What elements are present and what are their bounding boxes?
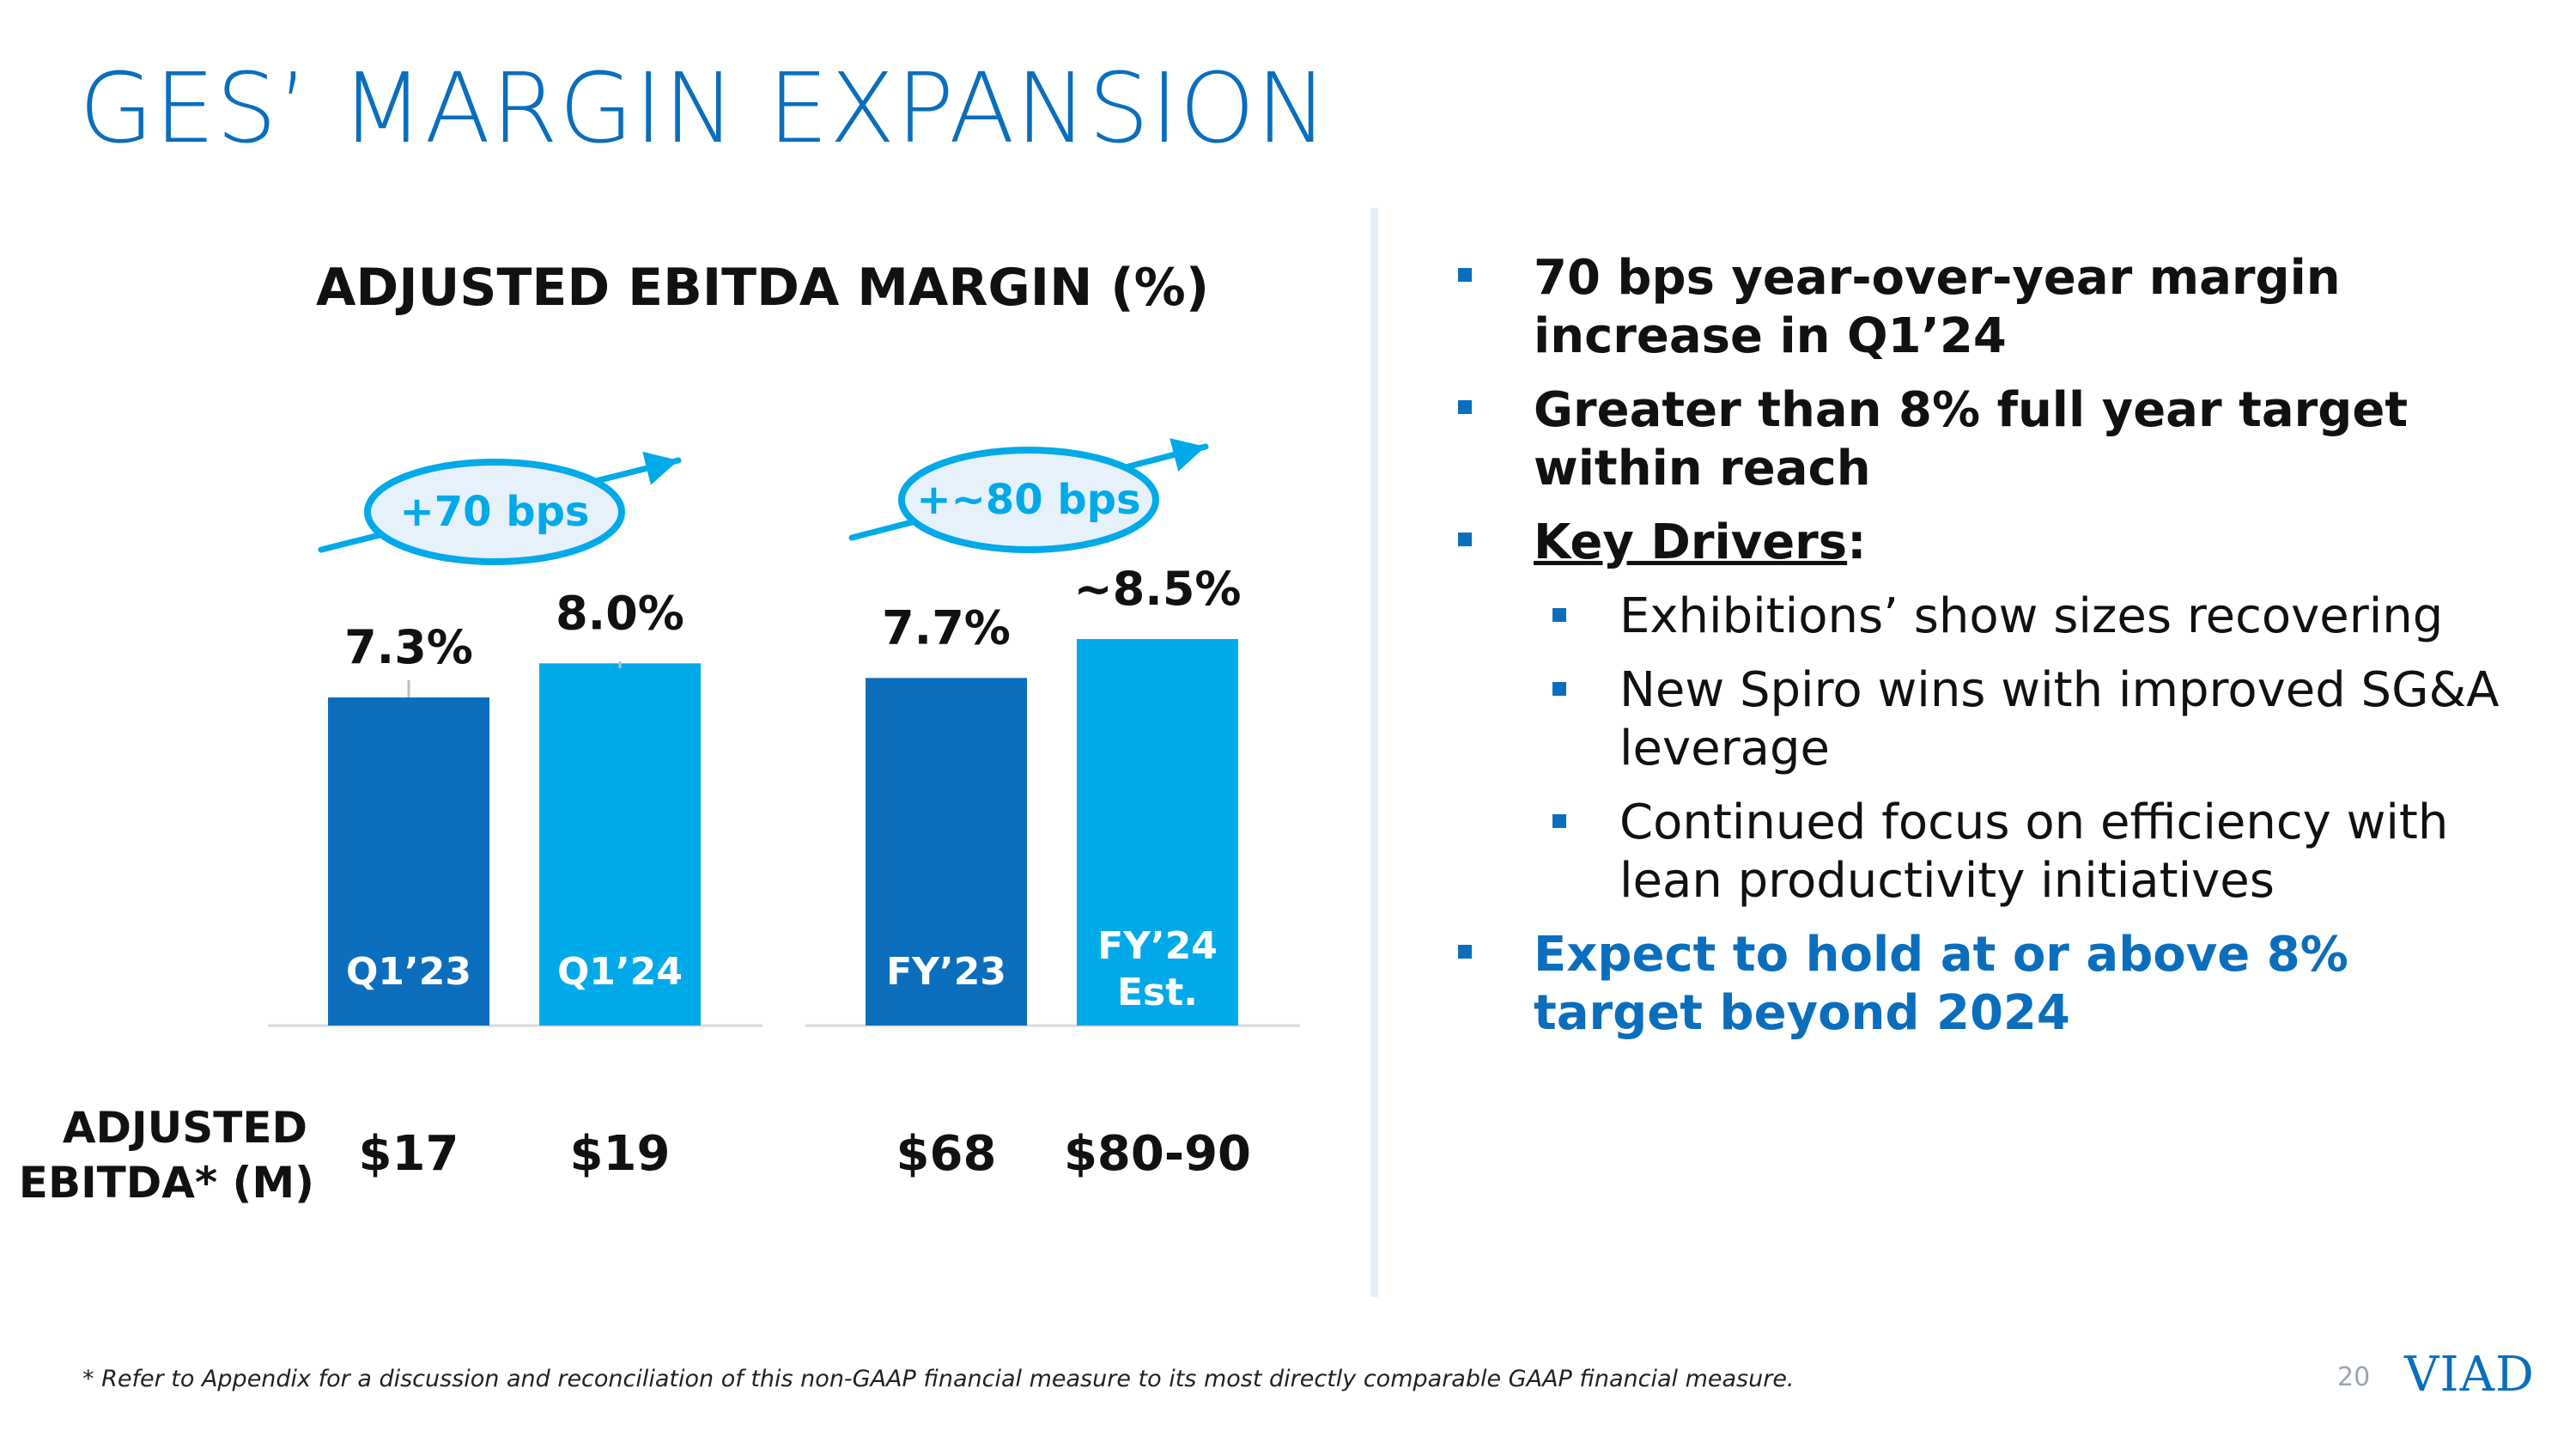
bullet-list: 70 bps year-over-year margin increase in…	[1451, 249, 2533, 1058]
bps-label-fy: +~80 bps	[916, 476, 1140, 524]
value-label-2: 8.0%	[556, 586, 684, 640]
bullet-full-year-target: Greater than 8% full year target within …	[1451, 381, 2533, 498]
ebitda-value-2: $19	[570, 1126, 671, 1182]
footnote: * Refer to Appendix for a discussion and…	[82, 1366, 1795, 1392]
bullet-margin-increase: 70 bps year-over-year margin increase in…	[1451, 249, 2533, 366]
category-label-2: Q1’24	[557, 950, 683, 994]
category-label-4-line2: Est.	[1117, 971, 1198, 1014]
page-title: GES’ MARGIN EXPANSION	[79, 53, 1329, 165]
category-label-3: FY’23	[886, 950, 1006, 994]
ebitda-row-label-line2: EBITDA* (M)	[19, 1158, 314, 1208]
ebitda-value-3: $68	[896, 1126, 997, 1182]
bar-2	[539, 663, 701, 1026]
bar-1	[328, 697, 489, 1026]
page-number: 20	[2337, 1362, 2371, 1392]
bullet-hold-target: Expect to hold at or above 8% target bey…	[1451, 926, 2533, 1043]
category-label-1: Q1’23	[346, 950, 471, 994]
sub-bullet-spiro: New Spiro wins with improved SG&A levera…	[1451, 661, 2533, 778]
viad-logo: VIAD	[2404, 1347, 2535, 1403]
bullet-square-icon	[1552, 682, 1566, 696]
value-label-3: 7.7%	[882, 600, 1011, 654]
ebitda-row-label: ADJUSTED	[63, 1103, 307, 1153]
bar-4	[1077, 639, 1238, 1026]
bullet-square-icon	[1458, 268, 1472, 282]
growth-arrow-fy-head	[1170, 438, 1206, 472]
category-label-4: FY’24	[1097, 924, 1218, 968]
vertical-divider	[1370, 208, 1378, 1297]
bar-3	[866, 678, 1027, 1026]
growth-arrow-q1-head	[642, 451, 678, 485]
bullet-square-icon	[1552, 608, 1566, 622]
sub-bullet-efficiency: Continued focus on efficiency with lean …	[1451, 794, 2533, 910]
value-label-1: 7.3%	[344, 620, 473, 674]
margin-bar-chart: 7.3% Q1’23 $17 8.0% Q1’24 $19 7.7% FY’23 $68 ~8.5…	[19, 438, 1300, 1208]
bullet-square-icon	[1458, 400, 1472, 414]
key-drivers-heading: Key Drivers	[1534, 514, 1848, 570]
ebitda-value-4: $80-90	[1064, 1126, 1251, 1182]
bps-label-q1: +70 bps	[399, 488, 589, 536]
chart-title: ADJUSTED EBITDA MARGIN (%)	[316, 258, 1210, 318]
bps-bubble-fy	[898, 447, 1159, 553]
bullet-square-icon	[1458, 533, 1472, 546]
ebitda-value-1: $17	[359, 1126, 459, 1182]
key-drivers-colon: :	[1847, 514, 1867, 570]
bullet-key-drivers: Key Drivers:	[1451, 514, 2533, 572]
bps-bubble-q1	[364, 459, 625, 565]
value-label-4: ~8.5%	[1073, 562, 1241, 616]
bullet-square-icon	[1458, 945, 1472, 959]
sub-bullet-exhibitions: Exhibitions’ show sizes recovering	[1451, 588, 2533, 646]
bullet-square-icon	[1552, 814, 1566, 828]
